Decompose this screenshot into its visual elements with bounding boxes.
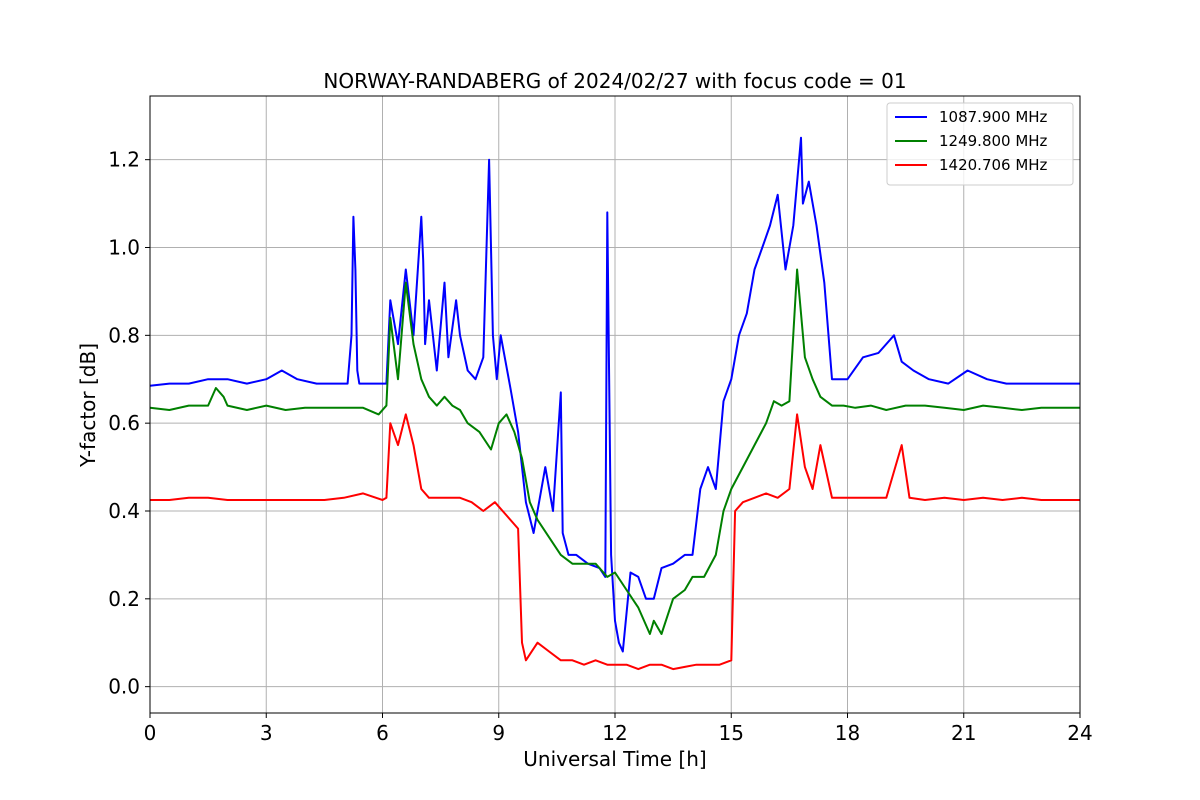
x-tick-label: 0: [144, 721, 157, 745]
x-axis-label: Universal Time [h]: [523, 747, 706, 771]
series-layer: [149, 136, 1080, 671]
legend-entry-label: 1249.800 MHz: [939, 132, 1048, 150]
y-tick-label: 1.2: [108, 148, 140, 172]
y-tick-label: 0.0: [108, 675, 140, 699]
y-tick-label: 0.2: [108, 587, 140, 611]
x-tick-label: 21: [951, 721, 976, 745]
legend-box: [886, 102, 1074, 186]
x-tick-label: 6: [376, 721, 389, 745]
x-tick-label: 9: [492, 721, 505, 745]
x-tick-label: 18: [835, 721, 860, 745]
y-tick-label: 0.8: [108, 323, 140, 347]
chart-title: NORWAY-RANDABERG of 2024/02/27 with focu…: [323, 69, 906, 93]
x-tick-label: 3: [260, 721, 273, 745]
x-tick-label: 15: [719, 721, 744, 745]
y-tick-label: 0.4: [108, 499, 140, 523]
legend-entry-label: 1087.900 MHz: [939, 108, 1048, 126]
y-axis: 0.0 0.2 0.4 0.6 0.8 1.0 1.2: [108, 148, 150, 699]
legend-entry-label: 1420.706 MHz: [939, 156, 1048, 174]
x-axis: 0 3 6 9 12 15 18 21 24: [144, 713, 1093, 745]
y-axis-label: Y-factor [dB]: [76, 343, 100, 468]
series-line-3: [150, 413, 1080, 671]
x-tick-label: 24: [1067, 721, 1092, 745]
y-tick-label: 0.6: [108, 411, 140, 435]
series-line-2: [149, 268, 1080, 635]
legend: 1087.900 MHz 1249.800 MHz 1420.706 MHz: [886, 102, 1074, 186]
x-tick-label: 12: [602, 721, 627, 745]
y-tick-label: 1.0: [108, 236, 140, 260]
